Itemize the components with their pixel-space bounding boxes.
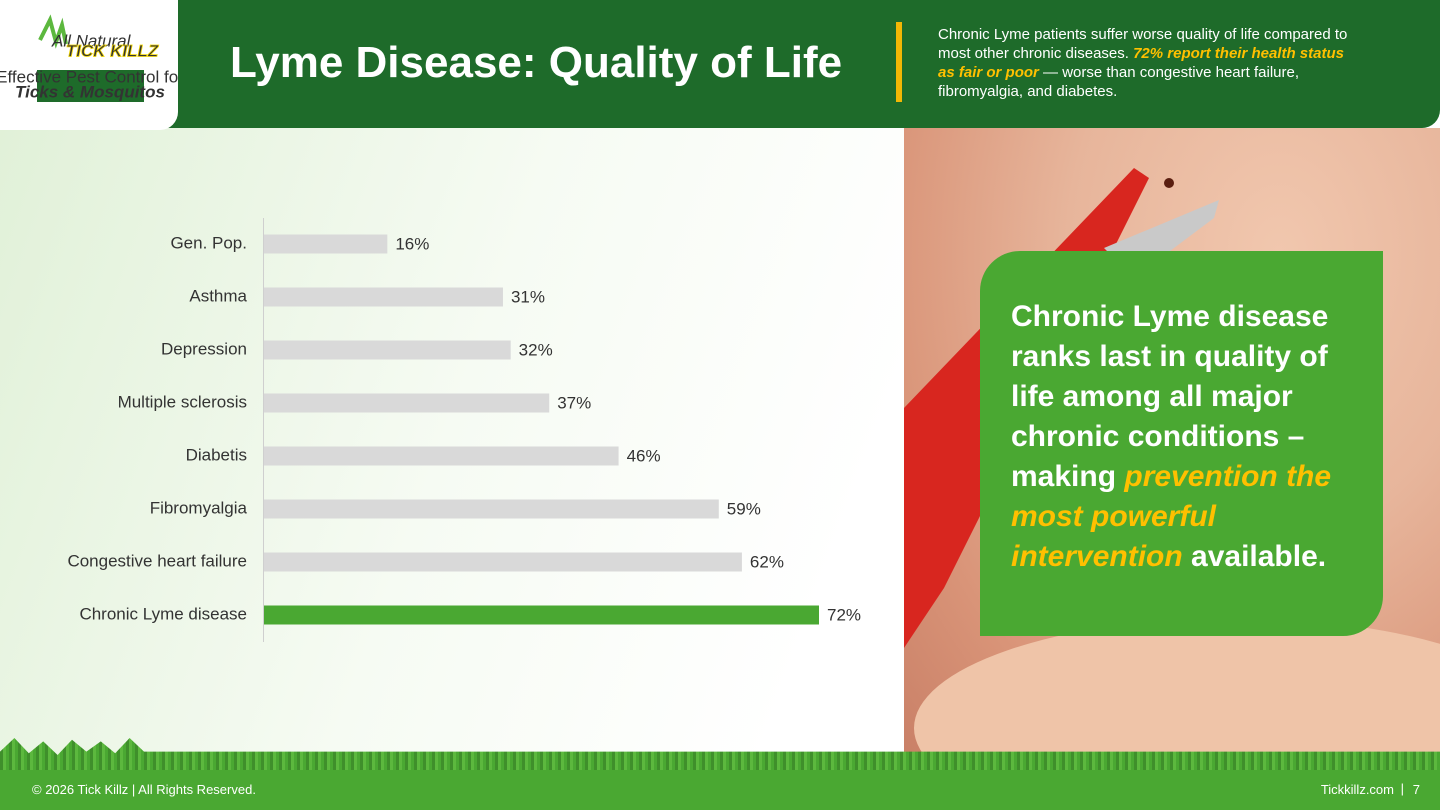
value-label: 59% bbox=[727, 499, 761, 518]
logo-product: Ticks & Mosquitos bbox=[15, 82, 165, 101]
bar bbox=[264, 552, 742, 572]
header bbox=[0, 0, 1440, 128]
value-label: 46% bbox=[627, 446, 661, 465]
callout: Chronic Lyme disease ranks last in quali… bbox=[980, 251, 1383, 636]
bar bbox=[264, 446, 619, 466]
logo-art: All Natural TICK KILLZ Effective Pest Co… bbox=[0, 14, 184, 102]
logo-tag: All Natural bbox=[51, 31, 132, 50]
chart: Gen. Pop. 16% Asthma 31% Depression 32% Multip… bbox=[67, 218, 861, 642]
logo-brand: TICK KILLZ bbox=[66, 41, 159, 60]
category-label: Gen. Pop. bbox=[170, 233, 247, 252]
value-label: 62% bbox=[750, 552, 784, 571]
value-label: 16% bbox=[395, 234, 429, 253]
callout-text: Chronic Lyme disease ranks last in quali… bbox=[1011, 297, 1361, 577]
category-label: Depression bbox=[161, 339, 247, 358]
value-label: 32% bbox=[519, 340, 553, 359]
footer-site: Tickkillz.com bbox=[1320, 782, 1394, 797]
callout-part: Chronic Lyme disease ranks last in quali… bbox=[1011, 300, 1329, 493]
bar bbox=[264, 340, 511, 360]
bar bbox=[264, 605, 819, 625]
callout-part: available. bbox=[1182, 540, 1327, 573]
note-emphasis: 72% report their health status as fair o… bbox=[938, 45, 1344, 81]
page-number: 7 bbox=[1412, 782, 1420, 797]
logo-tagline: Effective Pest Control for bbox=[0, 67, 178, 86]
bar bbox=[264, 287, 503, 307]
value-label: 72% bbox=[827, 605, 861, 624]
bar bbox=[264, 393, 550, 413]
value-label: 31% bbox=[511, 287, 545, 306]
category-label: Multiple sclerosis bbox=[118, 392, 247, 411]
value-label: 37% bbox=[557, 393, 591, 412]
accent-bar bbox=[896, 22, 902, 102]
callout-emphasis: prevention the most powerful interventio… bbox=[1011, 460, 1332, 573]
footer-left: © 2026 Tick Killz | All Rights Reserved. bbox=[32, 782, 256, 797]
header-note: Chronic Lyme patients suffer worse quali… bbox=[938, 25, 1358, 101]
footer-sep: | bbox=[1400, 781, 1404, 796]
note-text: Chronic Lyme patients suffer worse quali… bbox=[938, 26, 1348, 62]
category-label: Asthma bbox=[189, 286, 247, 305]
footer: © 2026 Tick Killz | All Rights Reserved.… bbox=[0, 770, 1440, 810]
bar bbox=[264, 499, 719, 519]
note-text: — worse than congestive heart failure, f… bbox=[938, 64, 1299, 100]
category-label: Congestive heart failure bbox=[67, 551, 247, 570]
slide-title: Lyme Disease: Quality of Life bbox=[230, 38, 843, 87]
bar bbox=[264, 234, 388, 254]
category-label: Diabetis bbox=[186, 445, 247, 464]
logo: All Natural TICK KILLZ Effective Pest Co… bbox=[0, 0, 184, 130]
category-label: Chronic Lyme disease bbox=[79, 604, 247, 623]
category-label: Fibromyalgia bbox=[150, 498, 248, 517]
